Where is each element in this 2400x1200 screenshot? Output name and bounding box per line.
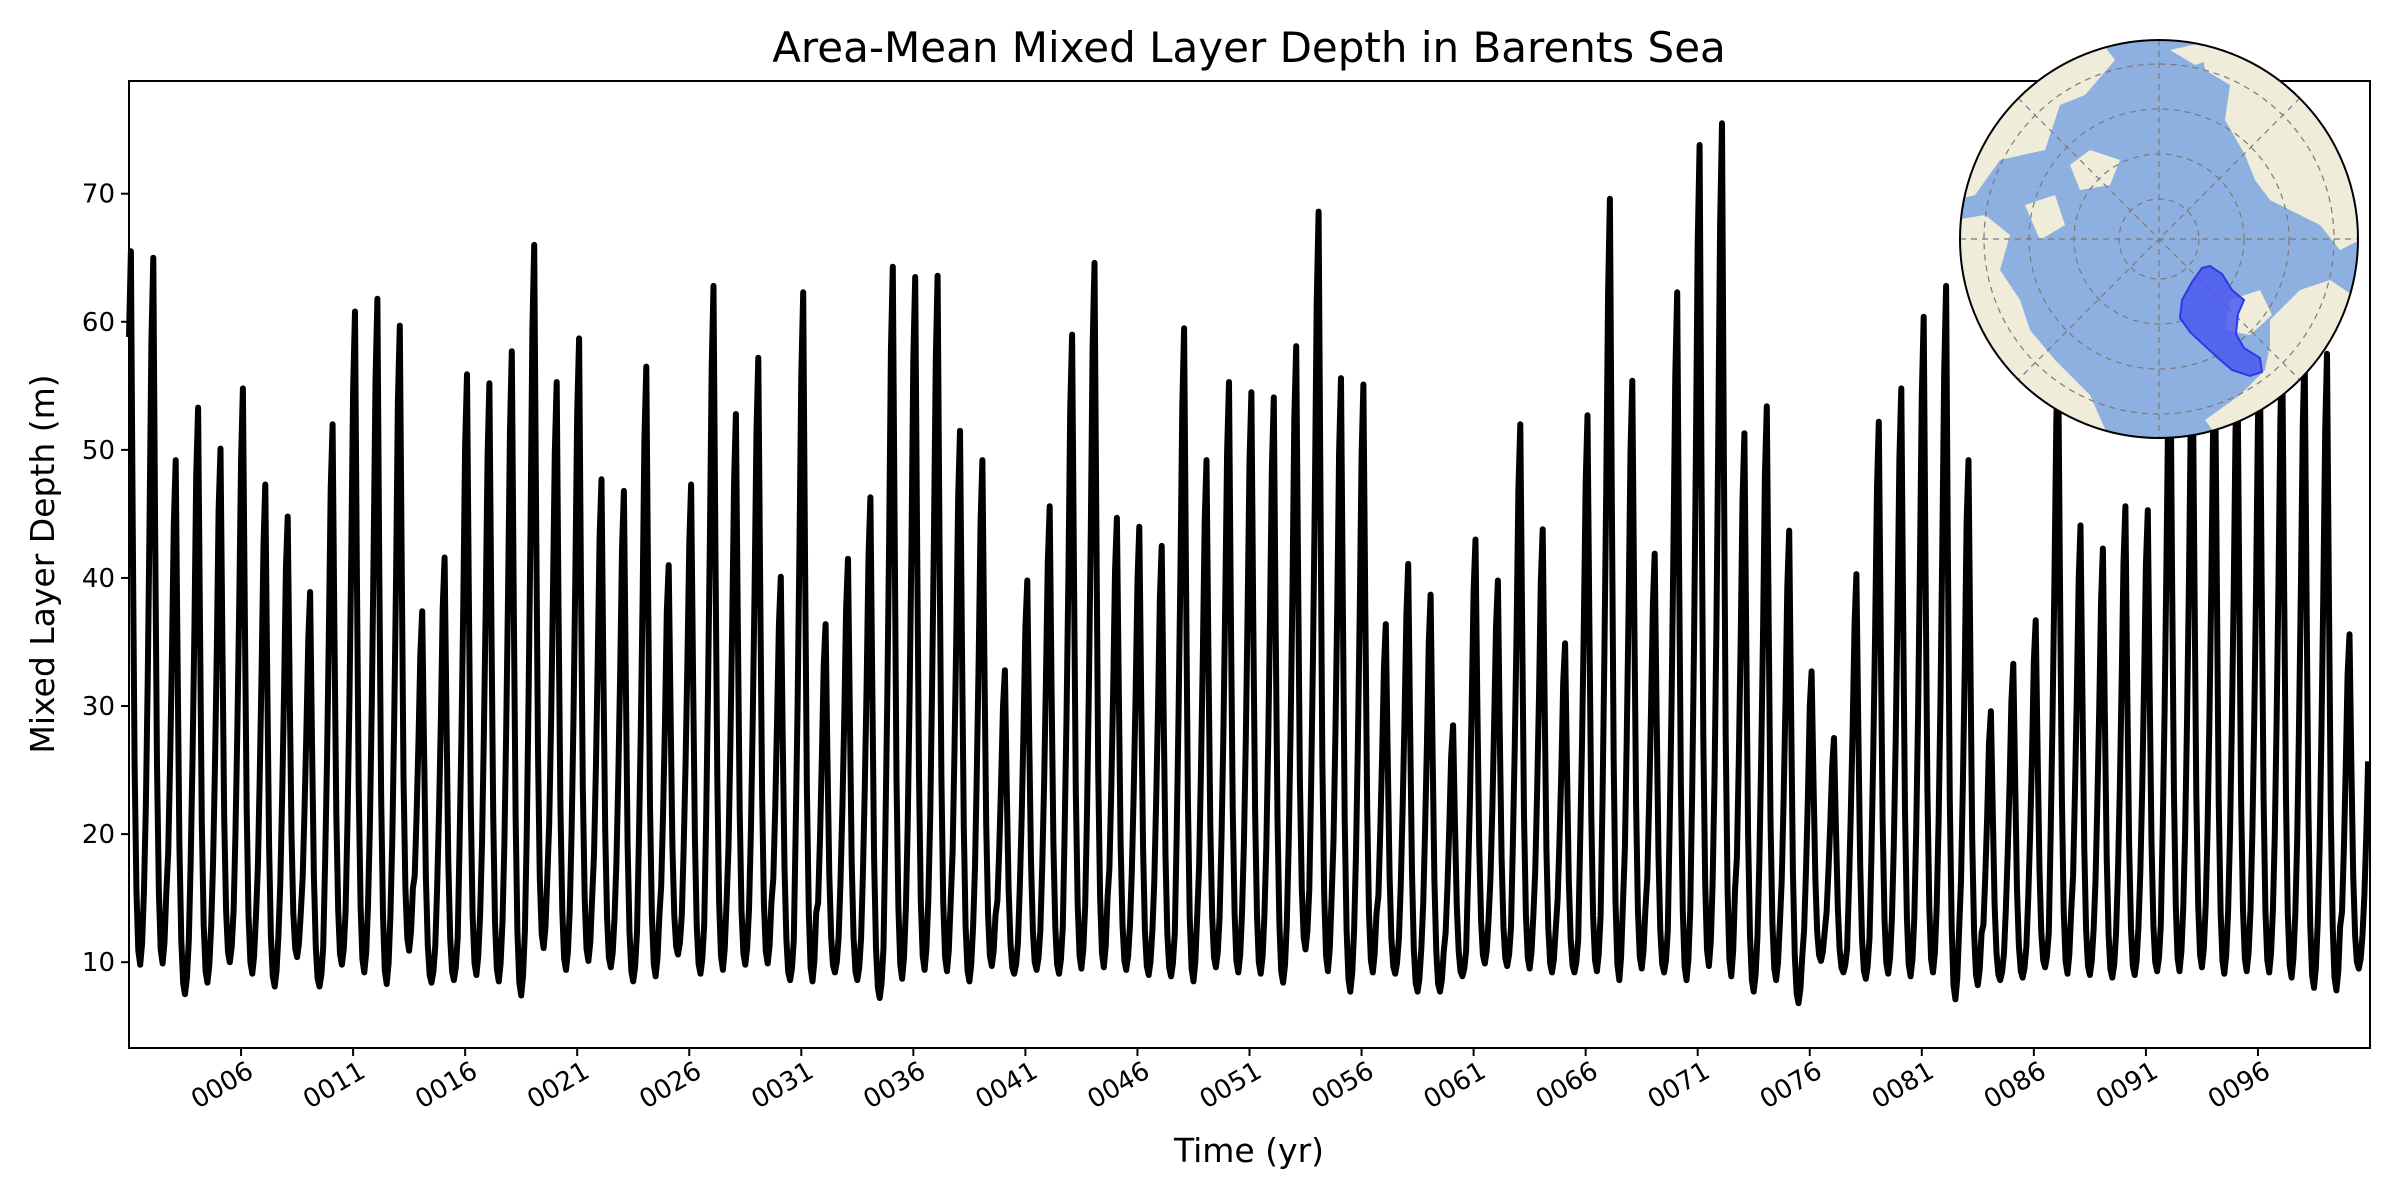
x-tick-label: 0066	[1531, 1056, 1603, 1115]
x-tick-label: 0006	[186, 1056, 258, 1115]
x-tick-label: 0086	[1979, 1056, 2051, 1115]
y-tick-label: 50	[82, 436, 115, 466]
y-tick-label: 70	[82, 180, 115, 210]
x-axis: 0006 0011 0016 0021 0026 0031 0036 0041 0046 0051…	[186, 1048, 2275, 1115]
y-tick-label: 60	[82, 308, 115, 338]
y-axis: 10 20 30 40 50 60 70	[82, 180, 129, 978]
x-tick-label: 0061	[1419, 1056, 1491, 1115]
x-tick-label: 0076	[1755, 1056, 1827, 1115]
x-tick-label: 0011	[298, 1056, 370, 1115]
x-tick-label: 0016	[410, 1056, 482, 1115]
x-tick-label: 0081	[1867, 1056, 1939, 1115]
series-line	[126, 120, 2372, 1007]
x-axis-label: Time (yr)	[1173, 1131, 1324, 1170]
y-tick-label: 40	[82, 564, 115, 594]
x-tick-label: 0091	[2091, 1056, 2163, 1115]
y-tick-label: 30	[82, 692, 115, 722]
x-tick-label: 0021	[522, 1056, 594, 1115]
map-border	[1959, 39, 2359, 439]
y-tick-label: 20	[82, 820, 115, 850]
y-tick-label: 10	[82, 948, 115, 978]
plot-area	[126, 120, 2372, 1007]
x-tick-label: 0046	[1083, 1056, 1155, 1115]
x-tick-label: 0026	[634, 1056, 706, 1115]
x-tick-label: 0056	[1307, 1056, 1379, 1115]
x-tick-label: 0096	[2203, 1056, 2275, 1115]
y-axis-label: Mixed Layer Depth (m)	[23, 374, 62, 753]
chart-title: Area-Mean Mixed Layer Depth in Barents S…	[772, 23, 1726, 72]
barents-sea-region	[2178, 264, 2264, 378]
x-tick-label: 0036	[859, 1056, 931, 1115]
map-graticule	[1960, 40, 2358, 438]
x-tick-label: 0051	[1195, 1056, 1267, 1115]
x-tick-label: 0031	[746, 1056, 818, 1115]
inset-map	[1959, 39, 2359, 439]
x-tick-label: 0041	[971, 1056, 1043, 1115]
x-tick-label: 0071	[1643, 1056, 1715, 1115]
